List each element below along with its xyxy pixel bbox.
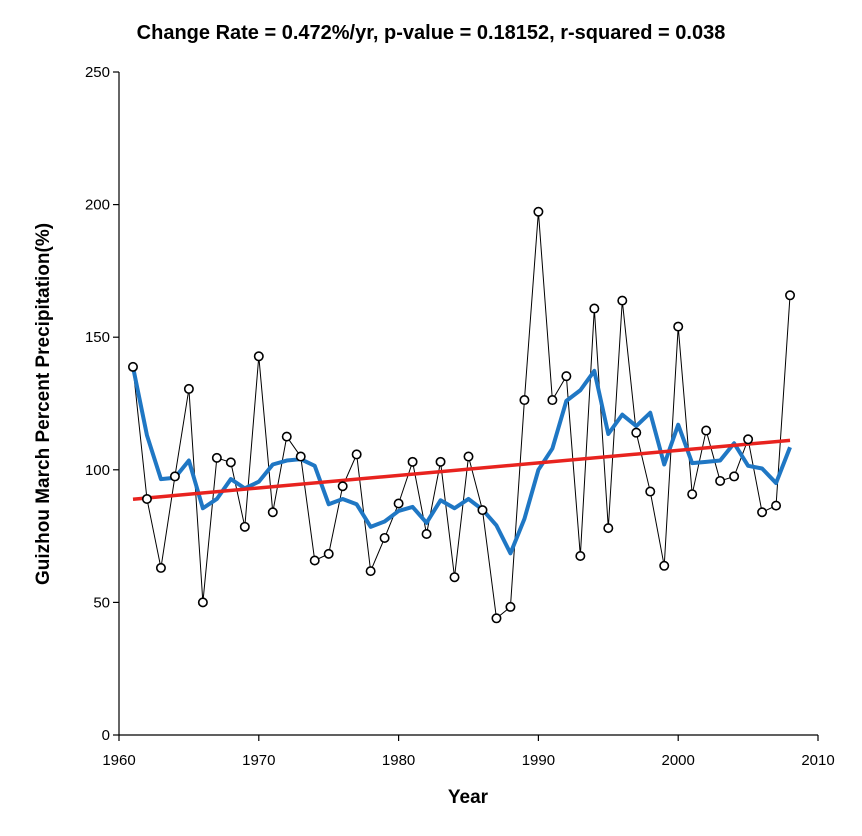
y-tick-label: 50 — [93, 594, 110, 611]
data-point — [729, 471, 740, 482]
x-tick-label: 2010 — [801, 752, 834, 769]
plot-area: 0 50 100 150 200 250 1960 1970 1980 1990 2000 2010 — [85, 64, 835, 769]
data-point — [519, 395, 530, 406]
data-point — [127, 361, 138, 372]
data-point — [239, 521, 250, 532]
data-point — [197, 597, 208, 608]
data-point — [659, 560, 670, 571]
data-point — [169, 471, 180, 482]
data-point — [337, 481, 348, 492]
x-tick-label: 1970 — [242, 752, 275, 769]
data-point — [225, 457, 236, 468]
data-point — [771, 500, 782, 511]
observed-series-line — [132, 211, 791, 620]
y-tick-label: 200 — [85, 197, 110, 214]
data-point — [505, 601, 516, 612]
data-point — [603, 523, 614, 534]
data-point — [379, 532, 390, 543]
x-tick-label: 1960 — [102, 752, 135, 769]
data-point — [687, 489, 698, 500]
chart-title: Change Rate = 0.472%/yr, p-value = 0.181… — [137, 22, 726, 44]
x-tick-label: 1980 — [382, 752, 415, 769]
data-point — [743, 434, 754, 445]
data-point — [589, 303, 600, 314]
data-point — [323, 548, 334, 559]
data-point — [295, 451, 306, 462]
data-point — [477, 505, 488, 516]
x-axis-title: Year — [448, 787, 489, 808]
data-point — [617, 295, 628, 306]
data-point — [435, 456, 446, 467]
data-point — [281, 431, 292, 442]
data-point — [463, 451, 474, 462]
data-point — [407, 456, 418, 467]
data-point — [421, 528, 432, 539]
y-axis-title: Guizhou March Percent Precipitation(%) — [33, 223, 54, 585]
data-point — [701, 425, 712, 436]
data-point — [547, 395, 558, 406]
data-point — [785, 290, 796, 301]
data-point — [715, 475, 726, 486]
data-point — [267, 507, 278, 518]
data-point — [575, 550, 586, 561]
y-tick-label: 100 — [85, 462, 110, 479]
data-point — [365, 566, 376, 577]
data-point — [561, 371, 572, 382]
data-point — [309, 555, 320, 566]
x-ticks: 1960 1970 1980 1990 2000 2010 — [102, 735, 835, 769]
y-tick-label: 150 — [85, 329, 110, 346]
data-point — [533, 206, 544, 217]
data-point — [673, 321, 684, 332]
data-point — [491, 613, 502, 624]
data-point — [393, 498, 404, 509]
x-tick-label: 2000 — [662, 752, 695, 769]
y-tick-label: 0 — [102, 727, 110, 744]
data-point — [211, 452, 222, 463]
data-point — [141, 493, 152, 504]
data-point — [155, 562, 166, 573]
data-point — [757, 507, 768, 518]
series-layer — [127, 206, 796, 624]
trend-line — [132, 438, 791, 501]
data-point — [645, 486, 656, 497]
smoothed-series-line — [131, 366, 792, 556]
y-tick-label: 250 — [85, 64, 110, 81]
data-point — [253, 351, 264, 362]
y-ticks: 0 50 100 150 200 250 — [85, 64, 119, 744]
x-tick-label: 1990 — [522, 752, 555, 769]
data-point — [631, 427, 642, 438]
data-point — [183, 383, 194, 394]
data-point — [449, 572, 460, 583]
data-point — [351, 449, 362, 460]
